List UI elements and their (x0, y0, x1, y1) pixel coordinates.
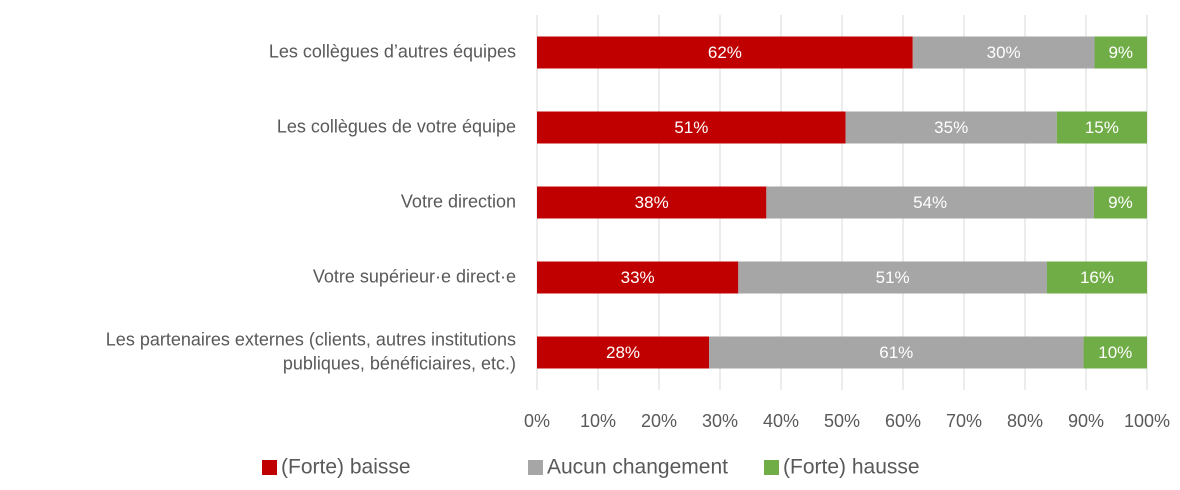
bar-segment (738, 261, 1047, 294)
x-tick-label: 60% (885, 411, 921, 431)
legend-label: Aucun changement (547, 456, 728, 479)
bar-segment (1046, 261, 1147, 294)
x-tick-label: 10% (580, 411, 616, 431)
bar-segment (1093, 186, 1147, 219)
bar-segment (1094, 36, 1147, 69)
data-label: 9% (1108, 43, 1133, 62)
legend-swatch (528, 460, 543, 475)
x-tick-label: 20% (641, 411, 677, 431)
data-label: 9% (1108, 193, 1133, 212)
bar-segment (709, 336, 1084, 369)
legend-swatch (262, 460, 277, 475)
y-tick-label: Les partenaires externes (clients, autre… (106, 329, 516, 373)
bar-segment (537, 336, 710, 369)
data-label: 10% (1098, 343, 1132, 362)
bar-segment (912, 36, 1095, 69)
x-tick-label: 70% (946, 411, 982, 431)
y-tick-label: Les collègues de votre équipe (277, 116, 516, 136)
legend-swatch (764, 460, 779, 475)
bar-segment (1056, 111, 1147, 144)
bar-segment (537, 36, 913, 69)
data-label: 16% (1080, 268, 1114, 287)
data-label: 30% (987, 43, 1021, 62)
bar-segment (845, 111, 1057, 144)
legend-label: (Forte) baisse (281, 456, 411, 479)
x-tick-label: 0% (524, 411, 550, 431)
data-label: 51% (674, 118, 708, 137)
bar-segment (537, 186, 767, 219)
data-label: 28% (606, 343, 640, 362)
x-tick-label: 80% (1007, 411, 1043, 431)
data-label: 51% (876, 268, 910, 287)
x-tick-label: 90% (1068, 411, 1104, 431)
x-tick-label: 30% (702, 411, 738, 431)
data-label: 33% (621, 268, 655, 287)
bar-segment (537, 111, 846, 144)
legend-label: (Forte) hausse (783, 456, 920, 479)
y-tick-label: Votre direction (401, 191, 516, 211)
x-tick-label: 40% (763, 411, 799, 431)
data-label: 38% (635, 193, 669, 212)
bar-segment (1083, 336, 1147, 369)
y-tick-label: Votre supérieur·e direct·e (313, 266, 516, 286)
y-tick-label: Les collègues d’autres équipes (269, 41, 516, 61)
data-label: 35% (934, 118, 968, 137)
x-tick-label: 50% (824, 411, 860, 431)
bar-segment (766, 186, 1094, 219)
data-label: 61% (879, 343, 913, 362)
data-label: 15% (1085, 118, 1119, 137)
data-label: 54% (913, 193, 947, 212)
x-tick-label: 100% (1124, 411, 1170, 431)
bar-segment (537, 261, 739, 294)
data-label: 62% (708, 43, 742, 62)
